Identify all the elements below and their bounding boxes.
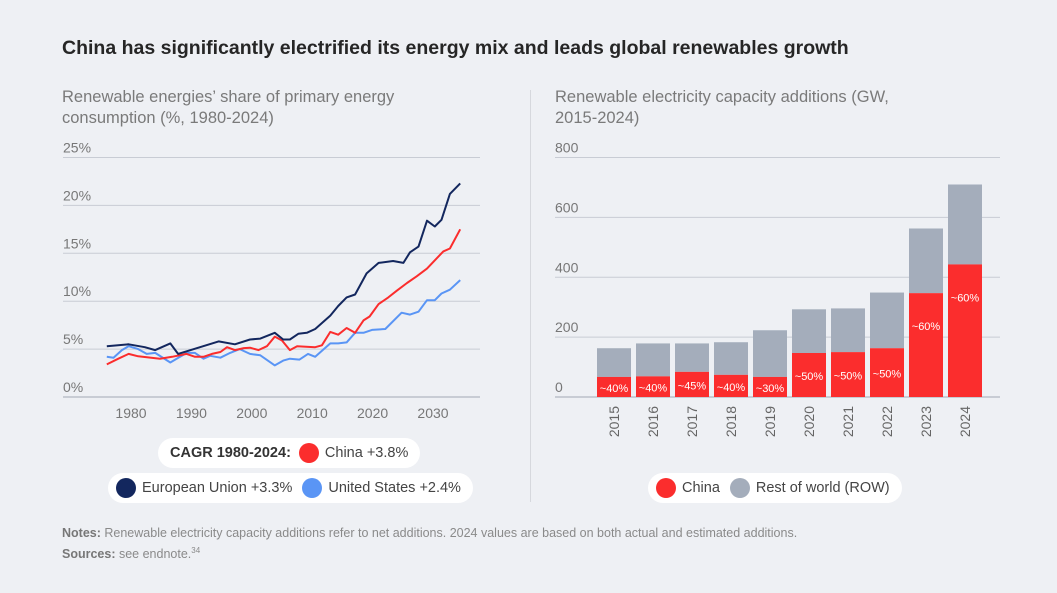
legend-item-china: China +3.8%: [298, 443, 409, 463]
left-legend-cagr: CAGR 1980-2024: China +3.8%: [158, 438, 421, 468]
x-tick-label: 2023: [918, 406, 934, 437]
divider: [530, 90, 531, 502]
x-tick-label: 2000: [236, 405, 267, 421]
legend-item-china: China: [656, 478, 720, 498]
y-tick-label: 600: [555, 199, 579, 215]
bar-china: [948, 264, 982, 397]
notes-text: Renewable electricity capacity additions…: [100, 526, 798, 540]
legend-item-us: United States +2.4%: [302, 478, 461, 498]
data-label: ~40%: [717, 382, 746, 394]
legend-item-eu: European Union +3.3%: [116, 478, 292, 498]
x-tick-label: 2021: [840, 406, 856, 437]
bar-row: [792, 309, 826, 354]
data-label: ~50%: [834, 371, 863, 383]
y-tick-label: 20%: [63, 187, 91, 203]
row-swatch-icon: [729, 478, 750, 498]
right-chart-title: Renewable electricity capacity additions…: [555, 88, 889, 127]
legend-item-row: Rest of world (ROW): [729, 478, 890, 498]
legend-label: United States +2.4%: [328, 480, 461, 496]
notes-line: Notes: Renewable electricity capacity ad…: [62, 525, 797, 542]
data-label: ~30%: [756, 383, 785, 395]
bar-row: [753, 330, 787, 377]
notes-label: Notes:: [62, 526, 101, 540]
series-line-us: [106, 279, 461, 367]
series-line-china: [106, 228, 462, 366]
bar-china: [909, 293, 943, 397]
china-swatch-icon: [298, 443, 319, 463]
y-tick-label: 15%: [63, 235, 91, 251]
legend-label: European Union +3.3%: [142, 480, 293, 496]
bar-china: [714, 374, 748, 397]
y-tick-label: 400: [555, 259, 579, 275]
bar-china: [870, 348, 904, 397]
bar-row: [909, 228, 943, 294]
data-label: ~40%: [639, 383, 668, 395]
bar-china: [636, 376, 670, 397]
y-tick-label: 0%: [63, 379, 83, 395]
x-tick-label: 2022: [879, 406, 895, 437]
x-tick-label: 1980: [115, 405, 146, 421]
bar-china: [597, 376, 631, 397]
legend-heading: CAGR 1980-2024:: [170, 445, 291, 461]
y-tick-label: 25%: [63, 140, 91, 156]
y-tick-label: 10%: [63, 283, 91, 299]
x-tick-label: 2024: [957, 406, 973, 437]
bar-row: [831, 308, 865, 353]
footnotes: Notes: Renewable electricity capacity ad…: [62, 525, 797, 563]
left-legend-eu-us: European Union +3.3% United States +2.4%: [108, 473, 473, 503]
data-label: ~45%: [678, 380, 707, 392]
x-tick-label: 2020: [357, 405, 388, 421]
legend-label: Rest of world (ROW): [755, 480, 890, 496]
bar-row: [636, 343, 670, 377]
y-tick-label: 800: [555, 140, 579, 156]
bar-china: [753, 376, 787, 397]
y-tick-label: 5%: [63, 331, 83, 347]
left-chart-title: Renewable energies’ share of primary ene…: [62, 88, 395, 127]
data-label: ~50%: [873, 369, 902, 381]
legend-label: China: [682, 480, 720, 496]
x-tick-label: 2019: [762, 406, 778, 437]
y-tick-label: 0: [555, 379, 563, 395]
sources-label: Sources:: [62, 547, 116, 562]
x-tick-label: 2030: [417, 405, 448, 421]
x-tick-label: 2017: [684, 406, 700, 437]
bar-china: [792, 353, 826, 397]
data-label: ~40%: [600, 383, 629, 395]
data-label: ~60%: [951, 292, 980, 304]
bar-china: [675, 371, 709, 397]
bar-row: [948, 184, 982, 265]
endnote-ref[interactable]: 34: [191, 546, 201, 555]
x-tick-label: 1990: [176, 405, 207, 421]
series-line-eu: [106, 182, 461, 355]
china-swatch-icon: [656, 478, 676, 498]
y-tick-label: 200: [555, 319, 579, 335]
x-tick-label: 2018: [723, 406, 739, 437]
x-tick-label: 2020: [801, 406, 817, 437]
legend-label: China +3.8%: [324, 445, 409, 461]
data-label: ~50%: [795, 371, 824, 383]
sources-line: Sources: see endnote.34: [62, 542, 797, 563]
page-title: China has significantly electrified its …: [62, 37, 849, 59]
x-tick-label: 2010: [297, 405, 328, 421]
bar-row: [597, 348, 631, 377]
x-tick-label: 2016: [645, 406, 661, 437]
bar-row: [675, 343, 709, 372]
bar-row: [714, 342, 748, 375]
bar-row: [870, 292, 904, 349]
data-label: ~60%: [912, 321, 941, 333]
us-swatch-icon: [302, 478, 323, 498]
sources-text: see endnote.: [115, 547, 192, 562]
bar-china: [831, 352, 865, 397]
eu-swatch-icon: [116, 478, 136, 498]
right-legend: China Rest of world (ROW): [648, 473, 902, 503]
x-tick-label: 2015: [606, 406, 622, 437]
